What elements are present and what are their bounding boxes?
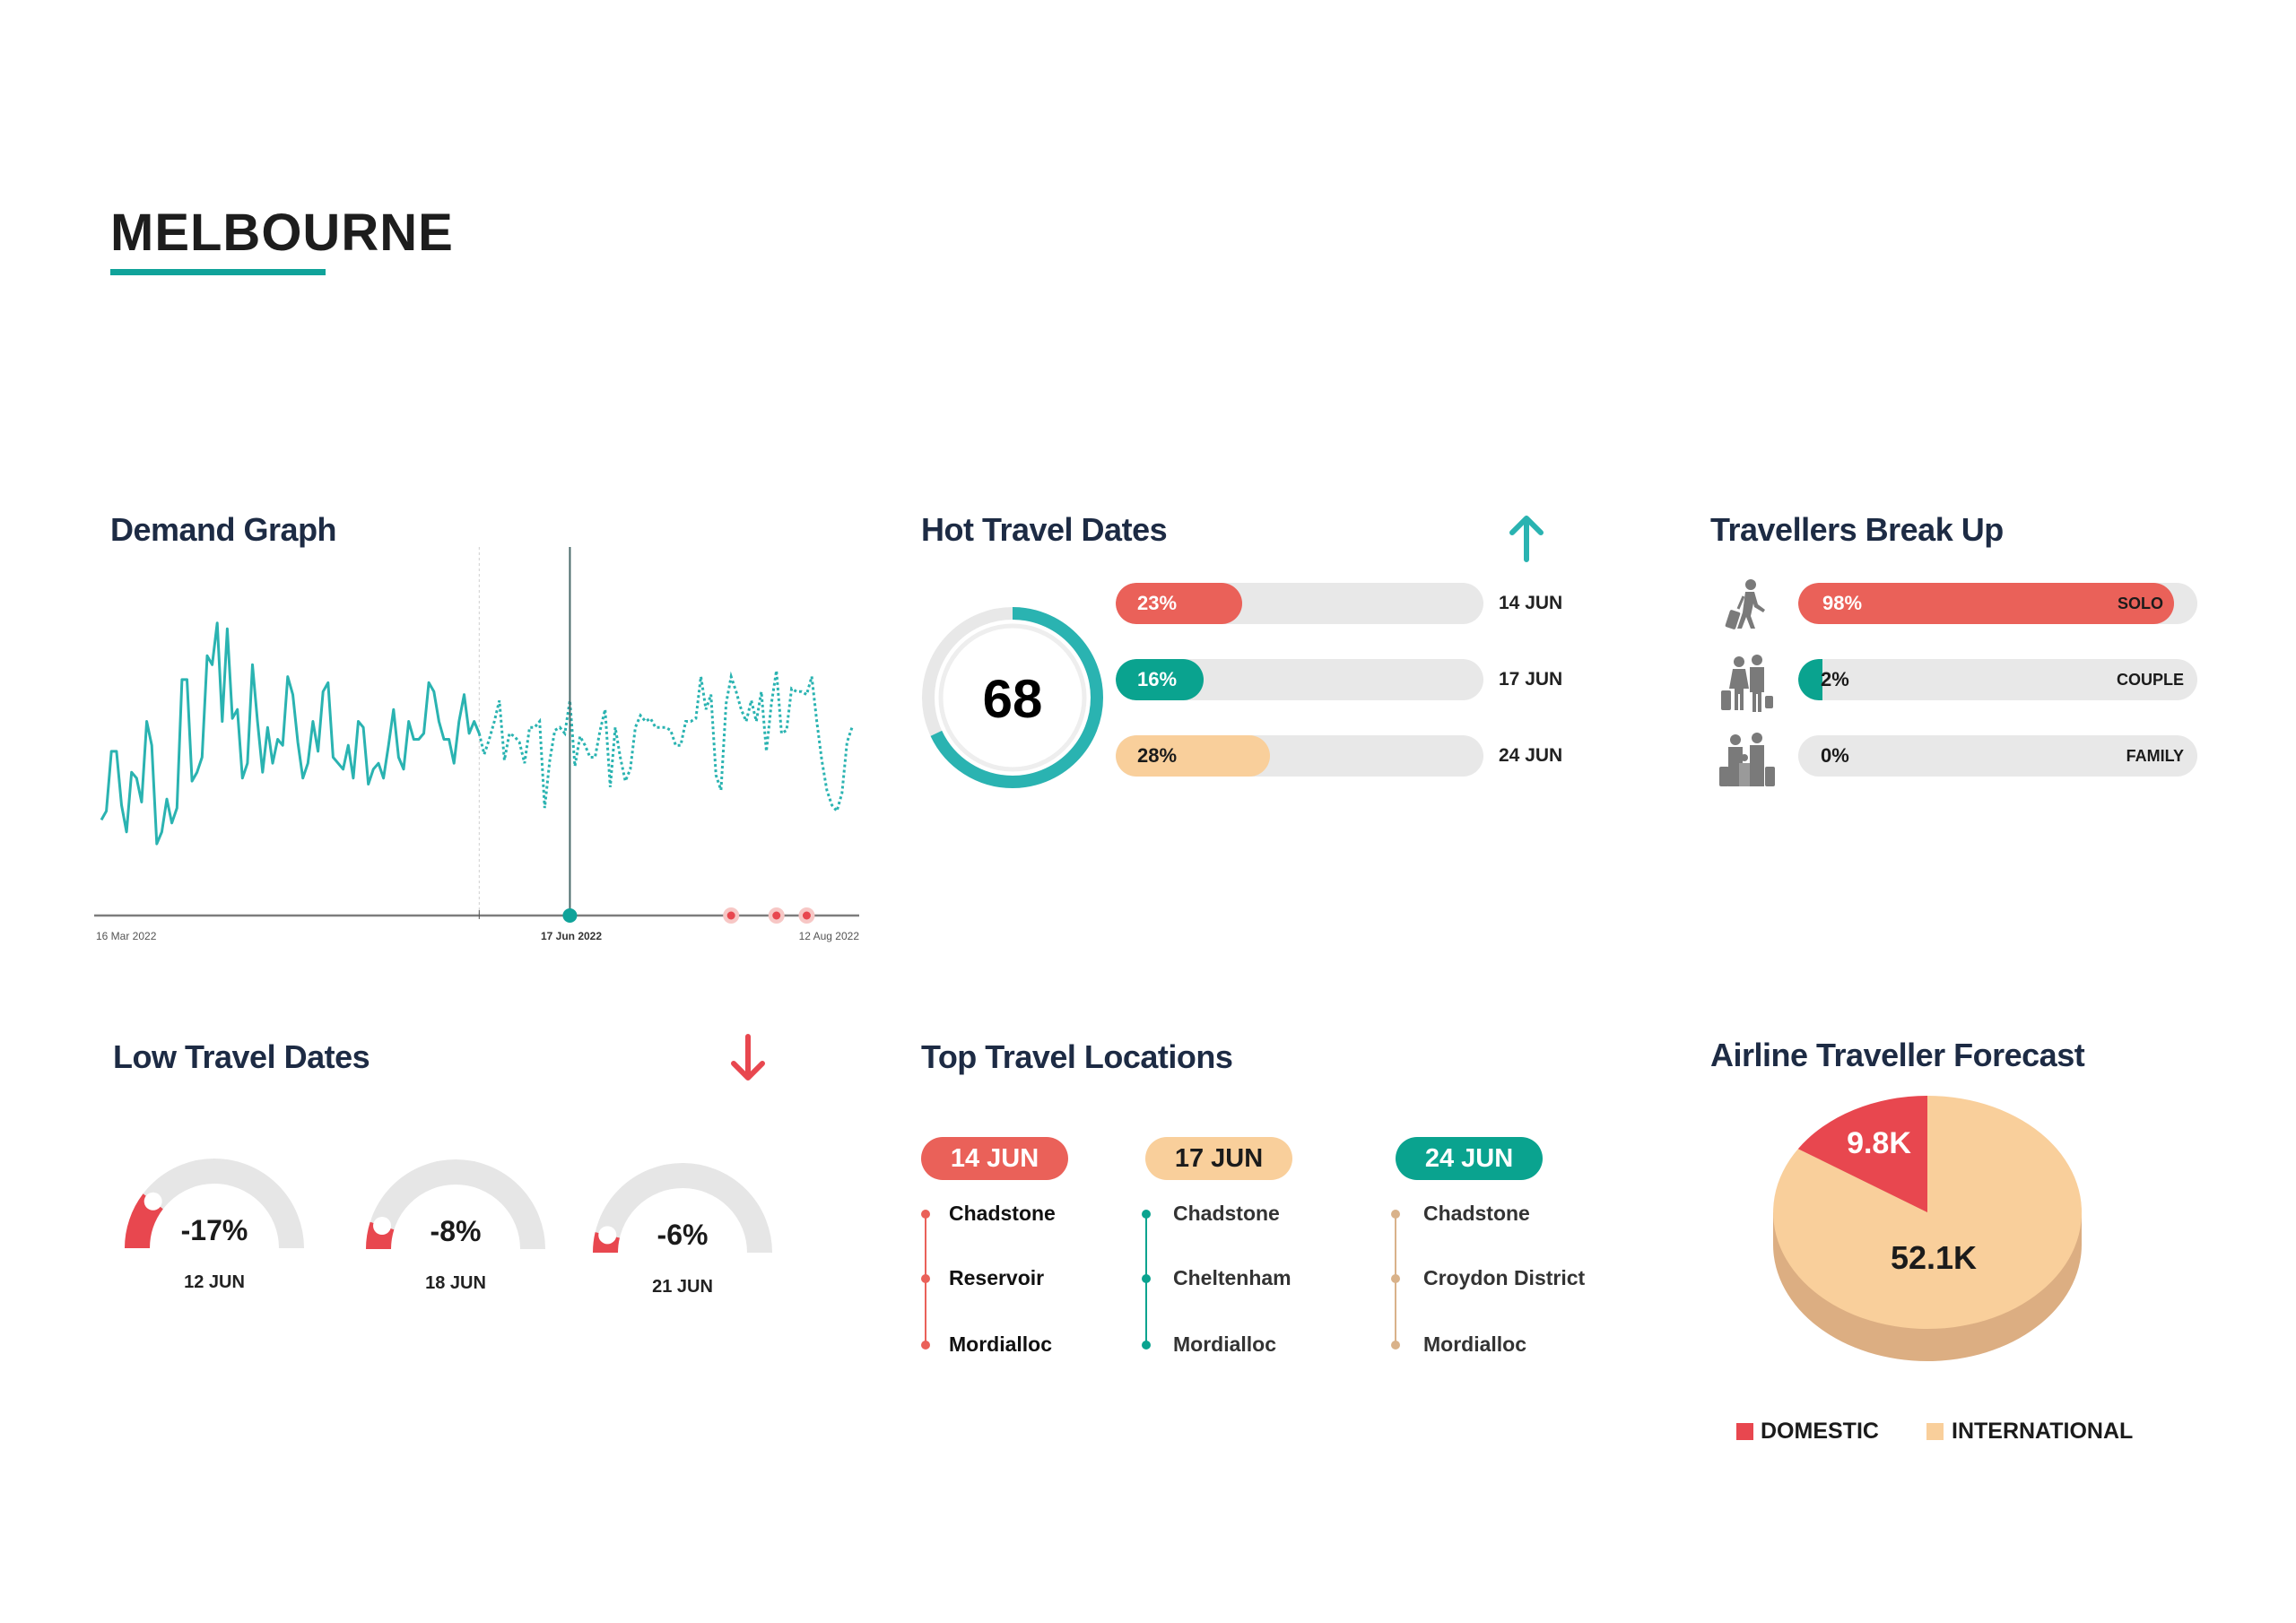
gauge-knob: [598, 1226, 617, 1245]
traveller-label: SOLO: [2117, 595, 2163, 612]
gauge-date: 12 JUN: [184, 1272, 245, 1292]
page-title: MELBOURNE: [110, 204, 454, 262]
highlight-marker[interactable]: [726, 911, 735, 920]
traveller-pct: 0%: [1821, 744, 1849, 767]
location-date-pill[interactable]: 14 JUN: [921, 1137, 1068, 1180]
low-date-gauge: [366, 1159, 545, 1250]
location-dot: [1391, 1341, 1400, 1350]
location-item[interactable]: Mordialloc: [1423, 1332, 1527, 1356]
hot-score-value: 68: [982, 669, 1043, 729]
traveller-pct: 98%: [1822, 592, 1863, 614]
gauge-knob: [144, 1192, 162, 1211]
traveller-bar-fill: [1798, 583, 2174, 624]
gauge-track: [593, 1163, 772, 1254]
location-item[interactable]: Chadstone: [1423, 1202, 1530, 1225]
location-dot: [1142, 1210, 1151, 1219]
location-item[interactable]: Cheltenham: [1173, 1266, 1292, 1289]
demand-graph-title: Demand Graph: [110, 511, 337, 548]
airline-forecast-title: Airline Traveller Forecast: [1710, 1037, 2085, 1073]
hot-date-label: 14 JUN: [1499, 593, 1563, 613]
gauge-track: [366, 1159, 545, 1250]
location-item[interactable]: Mordialloc: [949, 1332, 1053, 1356]
traveller-bar-family: [1798, 735, 2197, 777]
hot-date-pct: 28%: [1137, 744, 1178, 767]
hot-date-pct: 23%: [1137, 592, 1178, 614]
traveller-label: FAMILY: [2126, 747, 2184, 765]
demand-graph-chart: [94, 547, 859, 924]
location-dot: [1391, 1210, 1400, 1219]
pie-label-domestic: 9.8K: [1847, 1126, 1911, 1160]
location-dot: [921, 1341, 930, 1350]
series-forecast-line: [477, 670, 854, 814]
legend-label-international: INTERNATIONAL: [1952, 1419, 2134, 1444]
location-item[interactable]: Chadstone: [1173, 1202, 1280, 1225]
hot-date-bar: [1116, 659, 1483, 700]
gauge-value: -8%: [430, 1215, 482, 1247]
pie-slice-international: [1773, 1096, 2083, 1329]
selected-date-marker[interactable]: [562, 908, 578, 923]
hot-score-donut: [922, 607, 1103, 788]
gauge-knob: [373, 1216, 392, 1235]
location-item[interactable]: Mordialloc: [1173, 1332, 1277, 1356]
location-item[interactable]: Croydon District: [1423, 1266, 1586, 1289]
highlight-marker[interactable]: [772, 911, 781, 920]
x-tick-label-end: 12 Aug 2022: [798, 930, 859, 942]
couple-travellers-icon: [1721, 655, 1773, 712]
low-date-gauge: [593, 1163, 772, 1254]
gauge-date: 18 JUN: [425, 1273, 486, 1293]
traveller-pct: 2%: [1821, 668, 1849, 690]
location-dot: [921, 1210, 930, 1219]
donut-fill: [922, 607, 1103, 788]
traveller-bar-couple: [1798, 659, 2197, 700]
location-item[interactable]: Reservoir: [949, 1266, 1045, 1289]
x-tick-label-selected: 17 Jun 2022: [540, 930, 603, 942]
hot-date-bar-fill: [1116, 583, 1243, 624]
traveller-bar-solo: [1798, 583, 2197, 624]
gauge-date: 21 JUN: [652, 1277, 713, 1297]
pie-label-international: 52.1K: [1890, 1239, 1978, 1276]
low-date-gauge: [125, 1159, 304, 1249]
hot-date-bar-fill: [1116, 659, 1205, 700]
arrow-up-icon: [1509, 516, 1544, 562]
location-date-pill[interactable]: 17 JUN: [1145, 1137, 1292, 1180]
travellers-break-up-title: Travellers Break Up: [1710, 511, 2004, 548]
hot-travel-dates-title: Hot Travel Dates: [921, 511, 1168, 548]
location-dot: [1142, 1274, 1151, 1283]
hot-date-bar: [1116, 583, 1483, 624]
legend-swatch-domestic: [1736, 1423, 1753, 1440]
top-travel-locations-title: Top Travel Locations: [921, 1038, 1233, 1075]
solo-traveller-icon: [1725, 579, 1765, 629]
gauge-value: -17%: [180, 1214, 248, 1246]
location-item[interactable]: Chadstone: [949, 1202, 1056, 1225]
donut-inner-ring: [938, 623, 1087, 772]
hot-date-bar: [1116, 735, 1483, 777]
hot-date-pct: 16%: [1137, 668, 1178, 690]
legend-label-domestic: DOMESTIC: [1761, 1419, 1879, 1444]
location-date-pill[interactable]: 24 JUN: [1396, 1137, 1543, 1180]
gauge-value: -6%: [657, 1219, 709, 1251]
hot-date-bar-fill: [1116, 735, 1271, 777]
legend-swatch-international: [1926, 1423, 1944, 1440]
arrow-down-icon: [731, 1034, 765, 1081]
traveller-label: COUPLE: [2116, 671, 2184, 689]
hot-date-label: 17 JUN: [1499, 669, 1563, 690]
location-dot: [1142, 1341, 1151, 1350]
traveller-bar-fill: [1798, 659, 1822, 700]
location-dot: [921, 1274, 930, 1283]
series-actual-line: [100, 621, 481, 846]
highlight-marker[interactable]: [802, 911, 811, 920]
x-tick-label-start: 16 Mar 2022: [96, 930, 157, 942]
location-dot: [1391, 1274, 1400, 1283]
low-travel-dates-title: Low Travel Dates: [113, 1038, 370, 1075]
family-travellers-icon: [1719, 733, 1775, 786]
title-underline: [110, 269, 326, 275]
hot-date-label: 24 JUN: [1499, 745, 1563, 766]
